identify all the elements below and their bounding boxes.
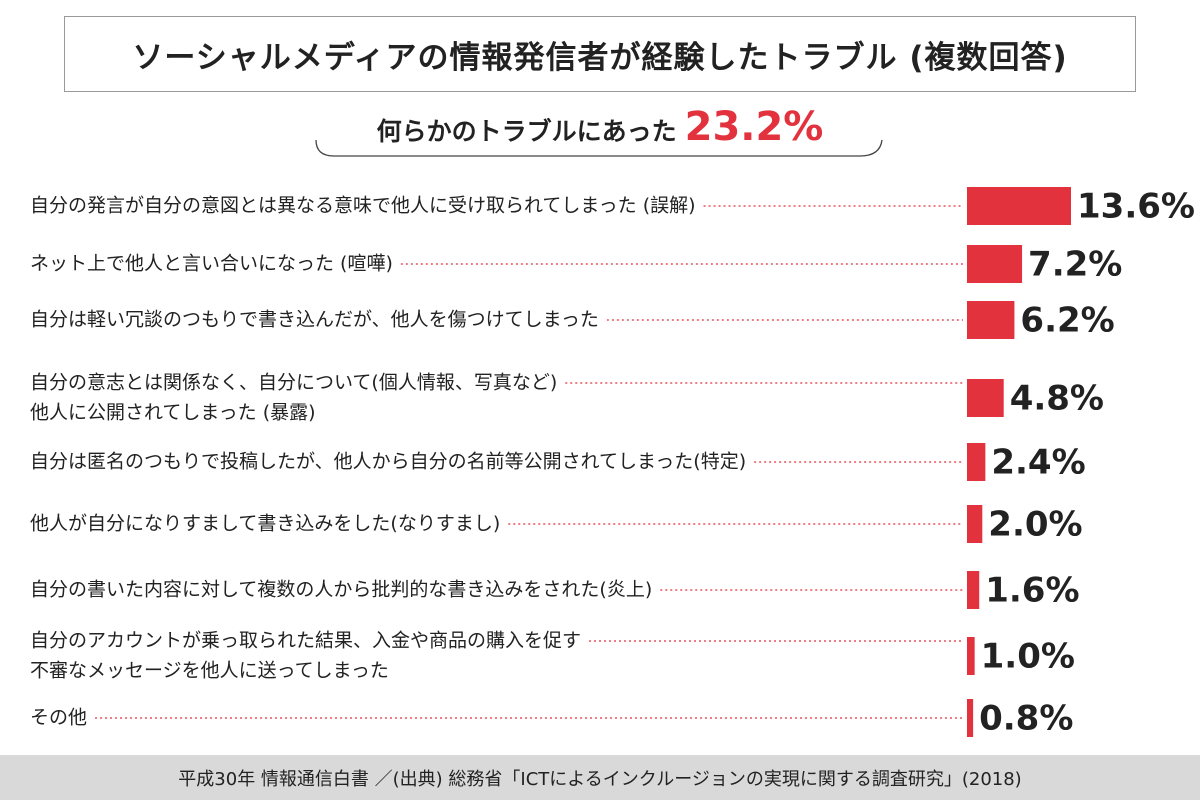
category-label: 自分の意志とは関係なく、自分について(個人情報、写真など) (30, 372, 557, 394)
category-label: 不審なメッセージを他人に送ってしまった (30, 660, 389, 682)
bar (967, 187, 1071, 225)
value-label: 7.2% (1028, 245, 1122, 285)
category-label: 他人に公開されてしまった (暴露) (30, 402, 316, 424)
category-label: 自分の書いた内容に対して複数の人から批判的な書き込みをされた(炎上) (30, 579, 652, 601)
category-label: 自分の発言が自分の意図とは異なる意味で他人に受け取られてしまった (誤解) (30, 195, 696, 217)
subtitle-brace (315, 139, 883, 157)
bar (967, 301, 1015, 339)
bar (967, 571, 980, 609)
bar (967, 699, 974, 737)
value-label: 1.6% (985, 571, 1079, 611)
bar (967, 245, 1023, 283)
value-label: 0.8% (979, 699, 1073, 739)
bar (967, 443, 986, 481)
value-label: 2.4% (991, 443, 1085, 483)
title-box: ソーシャルメディアの情報発信者が経験したトラブル (複数回答) (64, 16, 1136, 92)
value-label: 13.6% (1077, 187, 1195, 227)
category-label: その他 (30, 707, 87, 729)
subtitle: 何らかのトラブルにあった 23.2% (0, 104, 1200, 160)
category-label: ネット上で他人と言い合いになった (喧嘩) (30, 253, 393, 275)
bar (967, 379, 1004, 417)
value-label: 2.0% (988, 505, 1082, 545)
bar-chart: 自分の発言が自分の意図とは異なる意味で他人に受け取られてしまった (誤解) 13.… (30, 187, 1195, 739)
value-label: 6.2% (1020, 301, 1114, 341)
value-label: 4.8% (1010, 379, 1104, 419)
subtitle-label: 何らかのトラブルにあった (376, 117, 677, 146)
category-label: 自分は匿名のつもりで投稿したが、他人から自分の名前等公開されてしまった(特定) (30, 451, 746, 473)
source-footer: 平成30年 情報通信白書 ／(出典) 総務省「ICTによるインクルージョンの実現… (0, 755, 1200, 800)
value-label: 1.0% (981, 637, 1075, 677)
bar (967, 637, 975, 675)
chart-title: ソーシャルメディアの情報発信者が経験したトラブル (複数回答) (132, 39, 1068, 76)
category-label: 自分は軽い冗談のつもりで書き込んだが、他人を傷つけてしまった (30, 309, 599, 331)
category-label: 他人が自分になりすまして書き込みをした(なりすまし) (30, 513, 500, 535)
category-label: 自分のアカウントが乗っ取られた結果、入金や商品の購入を促す (30, 630, 581, 652)
subtitle-value: 23.2% (684, 104, 824, 150)
source-text: 平成30年 情報通信白書 ／(出典) 総務省「ICTによるインクルージョンの実現… (178, 768, 1022, 790)
bar (967, 505, 983, 543)
